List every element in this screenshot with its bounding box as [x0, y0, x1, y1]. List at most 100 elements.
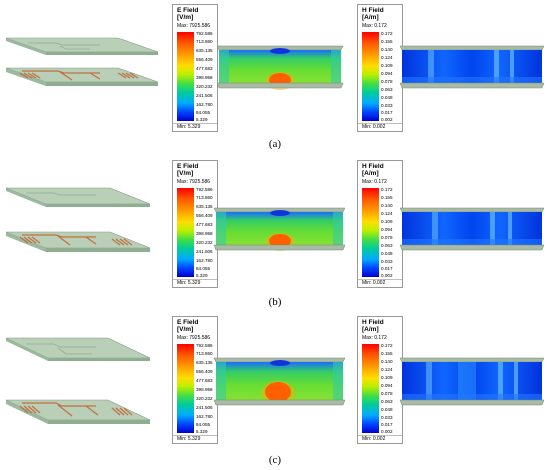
tick: 0.063: [381, 399, 393, 404]
tick: 0.048: [381, 251, 393, 256]
tick: 477.683: [196, 222, 213, 227]
tick: 477.683: [196, 66, 213, 71]
e-colorbar: [177, 32, 194, 121]
tick: 0.048: [381, 95, 393, 100]
legend-min: Min: 5.329: [177, 124, 201, 130]
tick: 0.094: [381, 71, 393, 76]
tick: 635.135: [196, 204, 213, 209]
e-field-legend: E Field [V/m] Max: 7925.586 792.586 713.8…: [172, 316, 218, 444]
tick: 0.033: [381, 415, 393, 420]
h-colorbar: [362, 188, 379, 277]
tick: 84.055: [196, 266, 211, 271]
e-colorbar: [177, 188, 194, 277]
tick: 0.140: [381, 47, 393, 52]
tick: 0.140: [381, 203, 393, 208]
h-field-legend: H Field [A/m] Max: 0.172 0.172 0.155 0.14…: [357, 4, 403, 132]
panel-b: E Field [V/m] Max: 7925.586 792.586 713.8…: [0, 156, 550, 312]
antenna-traces: [19, 234, 133, 246]
tick: 241.506: [196, 93, 213, 98]
caption-c: (c): [268, 454, 282, 466]
legend-max: Max: 7925.586: [177, 179, 211, 185]
tick: 0.094: [381, 227, 393, 232]
tick: 0.172: [381, 187, 393, 192]
legend-title: H Field [A/m]: [362, 319, 384, 333]
legend-min: Min: 0.002: [362, 280, 386, 286]
h-colorbar: [362, 32, 379, 121]
tick: 792.586: [196, 31, 213, 36]
tick: 556.409: [196, 369, 213, 374]
tick: 0.109: [381, 375, 393, 380]
legend-title: H Field [A/m]: [362, 163, 384, 177]
legend-max: Max: 7925.586: [177, 23, 211, 29]
tick: 0.017: [381, 266, 393, 271]
legend-max: Max: 7925.586: [177, 335, 211, 341]
tick: 0.078: [381, 79, 393, 84]
h-field-crosssection: [399, 207, 545, 251]
top-board: [5, 337, 151, 359]
tick: 0.124: [381, 211, 393, 216]
top-board: [5, 187, 151, 205]
tick: 0.017: [381, 110, 393, 115]
tick: 241.506: [196, 405, 213, 410]
h-field-legend: H Field [A/m] Max: 0.172 0.172 0.155 0.14…: [357, 316, 403, 444]
tick: 0.033: [381, 103, 393, 108]
tick: 320.232: [196, 84, 213, 89]
tick: 635.135: [196, 360, 213, 365]
tick: 713.860: [196, 351, 213, 356]
tick: 477.683: [196, 378, 213, 383]
tick: 398.958: [196, 387, 213, 392]
tick: 0.094: [381, 383, 393, 388]
tick: 0.124: [381, 367, 393, 372]
tick: 0.033: [381, 259, 393, 264]
tick: 162.780: [196, 102, 213, 107]
legend-min: Min: 5.329: [177, 280, 201, 286]
h-field-legend: H Field [A/m] Max: 0.172 0.172 0.155 0.14…: [357, 160, 403, 288]
tick: 0.048: [381, 407, 393, 412]
tick: 5.329: [196, 429, 208, 434]
tick: 0.155: [381, 351, 393, 356]
tick: 0.017: [381, 422, 393, 427]
legend-title: E Field [V/m]: [177, 7, 199, 21]
antenna-boards-illustration: [5, 337, 151, 424]
e-field-legend: E Field [V/m] Max: 7925.586 792.586 713.8…: [172, 4, 218, 132]
tick: 0.002: [381, 429, 393, 434]
legend-title: H Field [A/m]: [362, 7, 384, 21]
tick: 0.140: [381, 359, 393, 364]
tick: 0.002: [381, 117, 393, 122]
tick: 398.958: [196, 75, 213, 80]
tick: 320.232: [196, 240, 213, 245]
tick: 84.055: [196, 110, 211, 115]
e-field-hotspot: [265, 382, 291, 402]
legend-max: Max: 0.172: [362, 23, 387, 29]
tick: 0.109: [381, 63, 393, 68]
tick: 162.780: [196, 414, 213, 419]
tick: 0.124: [381, 55, 393, 60]
e-field-crosssection: [216, 45, 344, 90]
tick: 398.958: [196, 231, 213, 236]
legend-title: E Field [V/m]: [177, 163, 199, 177]
panel-c: E Field [V/m] Max: 7925.586 792.586 713.8…: [0, 312, 550, 470]
tick: 0.172: [381, 31, 393, 36]
tick: 0.002: [381, 273, 393, 278]
antenna-boards-illustration: [5, 187, 151, 252]
tick: 713.860: [196, 39, 213, 44]
antenna-boards-illustration: [5, 37, 159, 86]
tick: 0.109: [381, 219, 393, 224]
tick: 0.063: [381, 87, 393, 92]
tick: 0.063: [381, 243, 393, 248]
tick: 713.860: [196, 195, 213, 200]
h-field-crosssection: [399, 357, 545, 406]
h-colorbar: [362, 344, 379, 433]
tick: 84.055: [196, 422, 211, 427]
tick: 556.409: [196, 57, 213, 62]
tick: 162.780: [196, 258, 213, 263]
tick: 0.155: [381, 39, 393, 44]
tick: 635.135: [196, 48, 213, 53]
panel-a: E Field [V/m] Max: 7925.586 792.586 713.8…: [0, 0, 550, 156]
caption-a: (a): [268, 138, 282, 150]
legend-title: E Field [V/m]: [177, 319, 199, 333]
tick: 792.586: [196, 187, 213, 192]
legend-min: Min: 0.002: [362, 124, 386, 130]
legend-min: Min: 5.329: [177, 436, 201, 442]
antenna-traces: [19, 402, 133, 417]
